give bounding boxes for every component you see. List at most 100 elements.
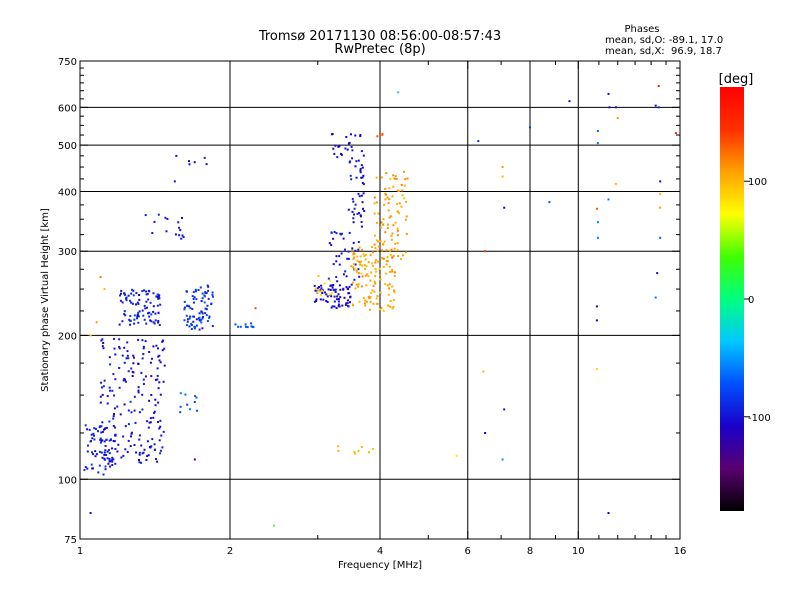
- data-point: [354, 134, 357, 137]
- data-point: [360, 221, 363, 223]
- data-point: [361, 176, 364, 179]
- data-point: [386, 256, 389, 259]
- data-point: [400, 205, 403, 208]
- data-point: [91, 451, 93, 454]
- data-point: [501, 458, 504, 461]
- data-point: [379, 133, 381, 136]
- data-point: [405, 200, 408, 203]
- data-point: [357, 283, 360, 286]
- data-point: [482, 370, 485, 373]
- data-point: [200, 300, 203, 303]
- data-point: [141, 452, 144, 455]
- data-point: [369, 296, 372, 299]
- data-point: [133, 318, 136, 321]
- data-point: [359, 263, 362, 266]
- data-point: [389, 305, 392, 308]
- data-point: [330, 231, 333, 234]
- data-point: [106, 395, 109, 398]
- data-point: [659, 236, 662, 239]
- data-point: [157, 320, 160, 322]
- data-point: [206, 304, 209, 307]
- data-point: [144, 375, 147, 378]
- data-point: [138, 298, 141, 301]
- data-point: [102, 473, 105, 476]
- data-point: [358, 275, 361, 278]
- x-tick-label: 6: [465, 546, 471, 557]
- data-point: [146, 306, 148, 309]
- data-point: [354, 287, 357, 290]
- data-point: [351, 247, 354, 250]
- data-point: [193, 458, 196, 461]
- data-point: [384, 283, 387, 286]
- data-point: [156, 304, 159, 307]
- data-point: [370, 292, 373, 294]
- data-point: [335, 232, 338, 235]
- data-point: [201, 317, 204, 320]
- data-point: [346, 302, 349, 305]
- data-point: [106, 450, 109, 453]
- data-point: [84, 466, 87, 468]
- data-point: [389, 300, 392, 302]
- data-point: [98, 450, 101, 453]
- data-point: [314, 289, 317, 292]
- data-point: [388, 198, 391, 201]
- data-point: [352, 303, 354, 306]
- data-point: [380, 221, 383, 224]
- data-point: [362, 207, 364, 210]
- data-point: [357, 449, 360, 452]
- data-point: [145, 293, 148, 296]
- data-point: [188, 325, 191, 328]
- data-point: [145, 322, 148, 325]
- data-point: [133, 322, 136, 325]
- data-point: [132, 362, 135, 365]
- data-point: [371, 447, 374, 450]
- data-point: [133, 395, 136, 398]
- data-point: [188, 160, 190, 163]
- data-point: [148, 311, 151, 314]
- data-point: [385, 263, 388, 266]
- data-point: [595, 368, 598, 371]
- data-point: [99, 395, 102, 398]
- data-point: [159, 449, 162, 452]
- data-point: [162, 380, 165, 383]
- data-point: [140, 461, 143, 464]
- data-point: [127, 294, 130, 297]
- data-point: [99, 437, 102, 440]
- data-point: [124, 380, 127, 383]
- data-point: [365, 253, 368, 256]
- data-point: [501, 166, 504, 168]
- data-point: [391, 268, 394, 271]
- data-point: [373, 212, 376, 215]
- data-point: [357, 192, 360, 195]
- data-point: [130, 435, 132, 438]
- data-point: [329, 284, 332, 287]
- data-point: [503, 206, 506, 209]
- data-point: [330, 292, 333, 294]
- data-point: [112, 373, 115, 376]
- data-point: [103, 379, 106, 382]
- data-point: [327, 277, 330, 280]
- data-point: [109, 465, 112, 468]
- data-point: [129, 319, 132, 322]
- data-point: [396, 202, 399, 205]
- y-axis-label: Stationary phase Virtual Height [km]: [40, 208, 51, 392]
- data-point: [371, 264, 374, 267]
- data-point: [177, 221, 180, 224]
- data-point: [353, 207, 356, 210]
- data-point: [113, 394, 116, 397]
- data-point: [109, 389, 111, 392]
- data-point: [333, 152, 336, 155]
- data-point: [376, 302, 379, 305]
- data-point: [318, 286, 320, 289]
- data-point: [142, 314, 145, 317]
- data-point: [389, 177, 392, 180]
- data-point: [132, 354, 135, 357]
- data-point: [346, 299, 349, 302]
- data-point: [393, 291, 396, 294]
- data-point: [335, 276, 338, 279]
- data-point: [350, 133, 352, 136]
- data-point: [150, 313, 153, 316]
- data-point: [113, 347, 116, 350]
- data-point: [352, 217, 355, 220]
- data-point: [150, 375, 153, 378]
